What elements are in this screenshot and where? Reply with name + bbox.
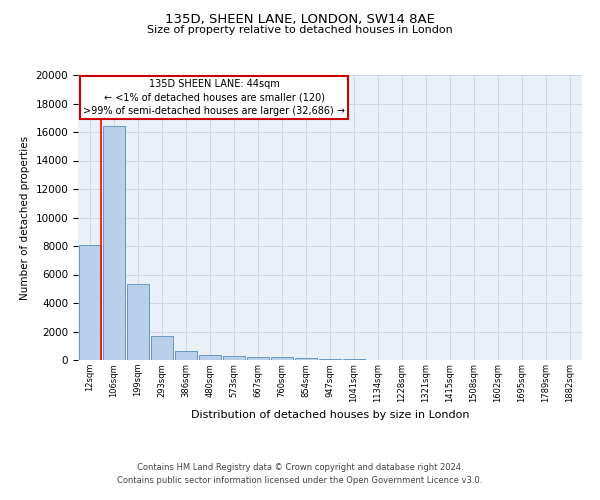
Bar (127, 284, 149, 360)
Bar (175, 350, 197, 360)
Y-axis label: Number of detached properties: Number of detached properties (20, 136, 30, 300)
Text: 135D SHEEN LANE: 44sqm
← <1% of detached houses are smaller (120)
>99% of semi-d: 135D SHEEN LANE: 44sqm ← <1% of detached… (83, 80, 345, 116)
Bar (295, 358, 317, 360)
Bar (223, 356, 245, 360)
Bar (151, 336, 173, 360)
Text: Contains public sector information licensed under the Open Government Licence v3: Contains public sector information licen… (118, 476, 482, 485)
X-axis label: Distribution of detached houses by size in London: Distribution of detached houses by size … (191, 410, 469, 420)
Text: Contains HM Land Registry data © Crown copyright and database right 2024.: Contains HM Land Registry data © Crown c… (137, 464, 463, 472)
Bar (247, 356, 269, 360)
Text: 135D, SHEEN LANE, LONDON, SW14 8AE: 135D, SHEEN LANE, LONDON, SW14 8AE (165, 12, 435, 26)
Text: Size of property relative to detached houses in London: Size of property relative to detached ho… (147, 25, 453, 35)
Bar (271, 357, 293, 360)
Bar (79, 244, 101, 360)
Bar (319, 359, 341, 360)
Bar (199, 356, 221, 360)
Bar (103, 126, 125, 360)
